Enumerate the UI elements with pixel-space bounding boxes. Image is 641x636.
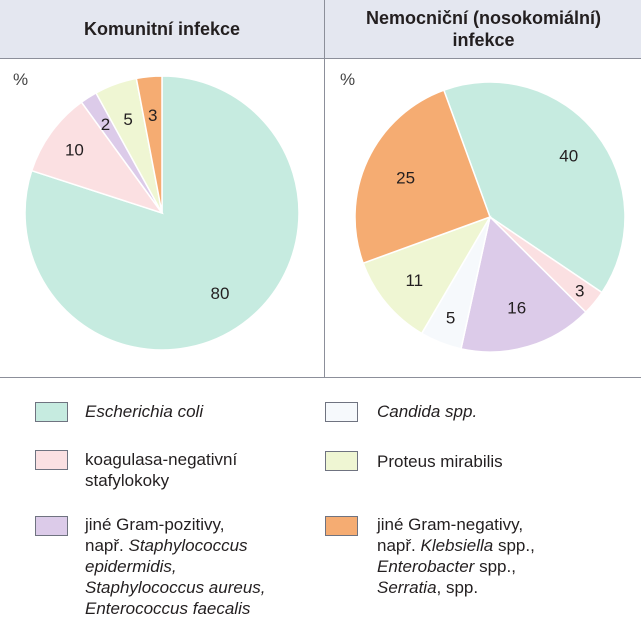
horizontal-divider	[0, 377, 641, 378]
legend-label-escherichia: Escherichia coli	[85, 402, 204, 421]
legend-label-candida: Candida spp.	[377, 402, 478, 421]
left-pie-label-proteus: 5	[123, 110, 132, 129]
right-pie-slice-proteus	[362, 215, 492, 335]
left-pie-label-gram_neg: 3	[148, 106, 157, 125]
header-band	[0, 0, 641, 59]
left-percent-unit: %	[13, 70, 29, 89]
right-pie-slice-gram_pos	[460, 215, 587, 353]
right-pie-label-gram_neg: 25	[396, 169, 415, 188]
vertical-divider	[324, 0, 325, 378]
left-pie: 80 10 2 5 3	[24, 75, 300, 351]
legend-swatch-candida	[325, 402, 358, 422]
right-pie-label-escherichia: 40	[559, 147, 578, 166]
right-pie-label-koagulasa: 3	[575, 282, 584, 301]
left-pie-label-gram_pos: 2	[101, 115, 110, 134]
legend-swatch-proteus	[325, 451, 358, 471]
right-chart-title-line2: infekce	[452, 30, 515, 50]
right-chart-title-line1: Nemocniční (nosokomiální)	[365, 8, 602, 28]
legend-swatch-koagulasa	[35, 450, 68, 470]
legend-label-koagulasa: koagulasa-negativní stafylokoky	[85, 450, 238, 490]
left-pie-label-escherichia: 80	[211, 284, 230, 303]
legend-swatch-gram-neg	[325, 516, 358, 536]
right-pie-slice-gram_neg	[354, 89, 491, 265]
right-percent-unit: %	[340, 70, 356, 89]
legend-label-proteus: Proteus mirabilis	[377, 452, 503, 471]
legend-label-gram-neg: jiné Gram-negativy, např. Klebsiella spp…	[377, 515, 535, 597]
right-pie-label-gram_pos: 16	[507, 299, 526, 318]
legend-label-gram-pos: jiné Gram-pozitivy, např. Staphylococcus…	[85, 515, 266, 618]
left-chart-title: Komunitní infekce	[83, 19, 240, 39]
right-pie-slice-escherichia	[442, 81, 626, 294]
legend-swatch-gram-pos	[35, 516, 68, 536]
left-pie-slice-gram_neg	[135, 75, 163, 214]
left-pie-slice-koagulasa	[30, 101, 164, 215]
right-pie-label-proteus: 11	[405, 271, 423, 290]
right-chart-title: Nemocniční (nosokomiální) infekce	[326, 0, 641, 58]
right-pie-label-candida: 5	[446, 309, 455, 328]
legend-swatch-escherichia	[35, 402, 68, 422]
right-pie: 40 3 16 5 11 25	[354, 81, 626, 353]
left-pie-label-koagulasa: 10	[65, 140, 84, 159]
